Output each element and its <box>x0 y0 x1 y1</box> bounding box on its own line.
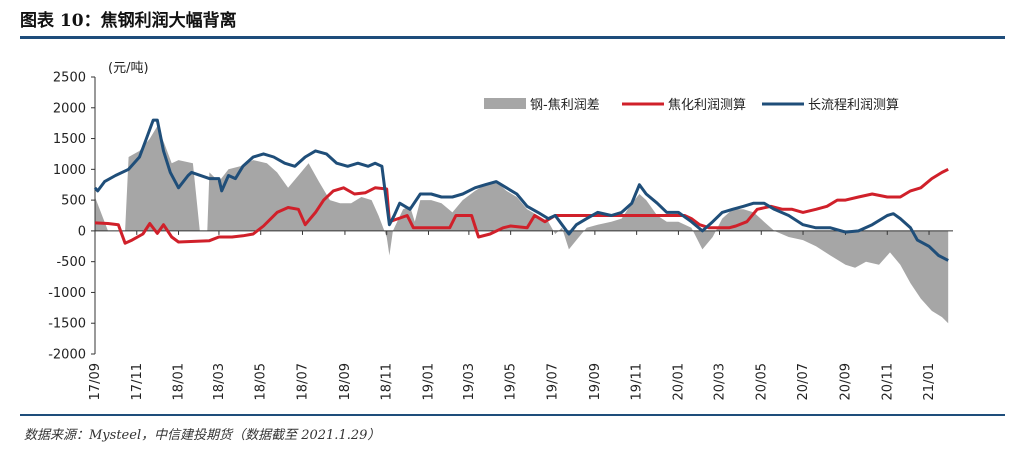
legend-label: 钢-焦利润差 <box>530 98 600 113</box>
y-unit-label: (元/吨) <box>108 61 149 76</box>
x-tick-label: 19/07 <box>545 363 560 400</box>
x-tick-label: 20/05 <box>754 363 769 400</box>
x-tick-label: 18/09 <box>338 363 353 400</box>
x-tick-label: 21/01 <box>922 363 937 400</box>
x-tick-label: 20/07 <box>796 363 811 400</box>
y-tick-label: -1000 <box>48 286 86 301</box>
x-tick-label: 19/11 <box>630 363 645 400</box>
y-tick-label: 500 <box>61 194 86 209</box>
legend-label: 焦化利润测算 <box>668 98 746 113</box>
x-tick-label: 17/11 <box>130 363 145 400</box>
x-tick-label: 19/01 <box>421 363 436 400</box>
y-tick-label: -500 <box>56 255 86 270</box>
chart: -2000 -1500 -1000 -500 0 500 1000 1500 2000 2500 (… <box>0 0 1029 449</box>
y-tick-label: 2000 <box>53 101 86 116</box>
x-tick-label: 18/03 <box>212 363 227 400</box>
x-tick-label: 20/11 <box>880 363 895 400</box>
legend-swatch-area <box>484 98 526 109</box>
x-tick-label: 18/07 <box>295 363 310 400</box>
y-tick-label: 2500 <box>53 71 86 86</box>
x-tick-label: 20/03 <box>712 363 727 400</box>
x-tick-label: 18/01 <box>172 363 187 400</box>
series-area-spread <box>95 126 948 323</box>
x-tick-label: 18/05 <box>254 363 269 400</box>
footer-rule <box>20 414 1005 416</box>
x-tick-label: 19/03 <box>462 363 477 400</box>
x-tick-label: 20/01 <box>671 363 686 400</box>
y-tick-label: 1500 <box>53 132 86 147</box>
y-tick-label: -2000 <box>48 348 86 363</box>
x-tick-label: 18/11 <box>380 363 395 400</box>
x-tick-label: 20/09 <box>838 363 853 400</box>
y-tick-label: -1500 <box>48 317 86 332</box>
y-tick-label: 0 <box>78 224 86 239</box>
y-tick-label: 1000 <box>53 163 86 178</box>
x-tick-label: 19/09 <box>588 363 603 400</box>
x-tick-label: 17/09 <box>88 363 103 400</box>
legend-label: 长流程利润测算 <box>808 98 899 113</box>
x-tick-label: 19/05 <box>504 363 519 400</box>
source-note: 数据来源：Mysteel，中信建投期货（数据截至 2021.1.29） <box>24 424 380 443</box>
